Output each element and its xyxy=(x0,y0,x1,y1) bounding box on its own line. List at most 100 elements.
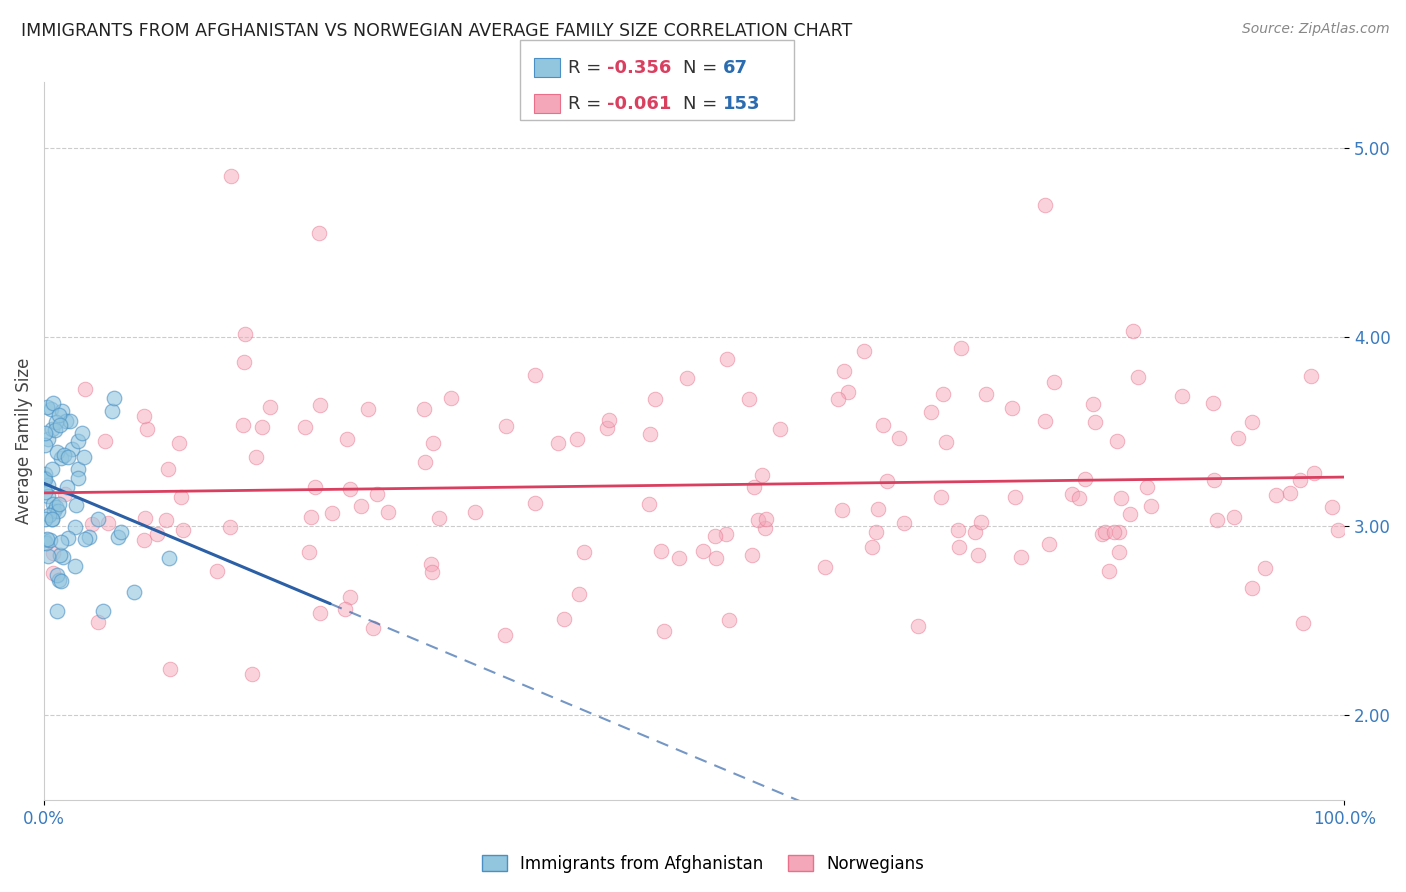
Point xyxy=(91,604,114,618)
Point xyxy=(872,417,894,432)
Point xyxy=(523,368,546,383)
Point xyxy=(413,455,436,469)
Point xyxy=(1227,431,1250,445)
Point xyxy=(1292,616,1315,631)
Point xyxy=(716,352,738,367)
Point xyxy=(974,387,997,401)
Point xyxy=(935,434,957,449)
Point xyxy=(1108,524,1130,539)
Point xyxy=(221,169,243,184)
Point xyxy=(950,341,973,355)
Point xyxy=(738,392,761,406)
Point xyxy=(80,516,103,531)
Point xyxy=(889,431,911,445)
Point xyxy=(1327,523,1350,537)
Point xyxy=(377,505,399,519)
Point xyxy=(34,533,56,548)
Point xyxy=(1091,526,1114,541)
Point xyxy=(1206,513,1229,527)
Point xyxy=(233,326,256,341)
Point xyxy=(1102,525,1125,540)
Point xyxy=(56,450,79,465)
Point xyxy=(907,619,929,633)
Point xyxy=(51,451,73,466)
Point xyxy=(65,498,87,512)
Point xyxy=(155,513,177,527)
Point xyxy=(920,405,942,419)
Point xyxy=(1289,474,1312,488)
Point xyxy=(1122,324,1144,338)
Point xyxy=(1240,415,1263,429)
Text: N =: N = xyxy=(683,59,723,78)
Text: R =: R = xyxy=(568,59,607,78)
Point xyxy=(122,584,145,599)
Point xyxy=(53,448,76,462)
Point xyxy=(308,606,330,620)
Point xyxy=(233,355,256,369)
Text: N =: N = xyxy=(683,95,723,113)
Point xyxy=(34,472,56,486)
Point xyxy=(135,422,157,436)
Point xyxy=(321,507,343,521)
Point xyxy=(413,402,436,417)
Point xyxy=(675,370,697,384)
Point xyxy=(948,523,970,537)
Point xyxy=(638,497,661,511)
Point xyxy=(1126,369,1149,384)
Point xyxy=(157,550,180,565)
Point xyxy=(53,487,76,501)
Point xyxy=(893,516,915,531)
Point xyxy=(100,403,122,417)
Point xyxy=(439,392,461,406)
Point xyxy=(1001,401,1024,415)
Point xyxy=(48,497,70,511)
Point xyxy=(73,450,96,464)
Point xyxy=(1201,396,1223,410)
Point xyxy=(751,468,773,483)
Text: R =: R = xyxy=(568,95,607,113)
Point xyxy=(1136,480,1159,494)
Point xyxy=(298,545,321,559)
Point xyxy=(1223,510,1246,524)
Point xyxy=(240,667,263,681)
Point xyxy=(831,503,853,517)
Text: 153: 153 xyxy=(723,95,761,113)
Point xyxy=(42,497,65,511)
Point xyxy=(46,445,69,459)
Point xyxy=(41,461,63,475)
Point xyxy=(868,502,890,516)
Point xyxy=(1042,376,1064,390)
Point xyxy=(704,550,727,565)
Point xyxy=(495,419,517,434)
Point xyxy=(464,505,486,519)
Point xyxy=(1302,466,1324,480)
Point xyxy=(1204,473,1226,487)
Point xyxy=(860,540,883,554)
Point xyxy=(134,511,156,525)
Point xyxy=(814,559,837,574)
Point xyxy=(948,540,970,554)
Point xyxy=(70,426,93,441)
Point xyxy=(232,417,254,432)
Point xyxy=(63,559,86,574)
Point xyxy=(366,487,388,501)
Point xyxy=(37,490,59,504)
Point xyxy=(1035,414,1057,428)
Point xyxy=(1004,490,1026,504)
Point xyxy=(1299,368,1322,383)
Point xyxy=(59,414,82,428)
Point xyxy=(172,523,194,537)
Point xyxy=(45,415,67,429)
Point xyxy=(66,471,89,485)
Point xyxy=(1067,491,1090,505)
Point xyxy=(49,535,72,549)
Point xyxy=(965,524,987,539)
Point xyxy=(245,450,267,464)
Point xyxy=(218,520,240,534)
Point xyxy=(970,515,993,529)
Point xyxy=(299,510,322,524)
Point xyxy=(42,504,65,518)
Point xyxy=(572,545,595,559)
Point xyxy=(1060,486,1083,500)
Point xyxy=(205,565,228,579)
